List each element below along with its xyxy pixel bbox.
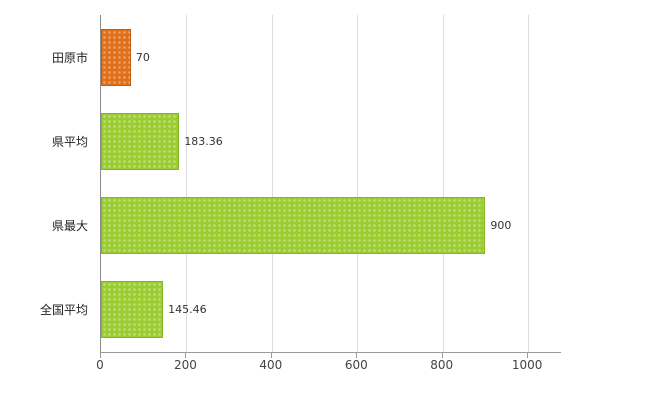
value-label: 70 — [135, 50, 150, 64]
value-label: 183.36 — [184, 134, 223, 148]
axis-tick — [441, 353, 443, 358]
bar — [101, 112, 180, 170]
bar — [101, 197, 486, 255]
gridline — [186, 15, 188, 352]
category-label: 県最大 — [51, 219, 88, 234]
category-label: 田原市 — [51, 50, 88, 65]
category-label: 全国平均 — [39, 303, 88, 318]
value-label: 145.46 — [168, 303, 207, 317]
gridline — [357, 15, 359, 352]
x-axis-labels: 0 200 400 600 800 1000 — [96, 358, 570, 376]
x-tick-label: 600 — [344, 358, 368, 372]
x-tick-label: 200 — [173, 358, 197, 372]
x-tick-label: 800 — [430, 358, 454, 372]
axis-tick — [527, 353, 529, 358]
x-tick-label: 400 — [259, 358, 283, 372]
value-label: 900 — [490, 219, 512, 233]
bar — [101, 281, 164, 339]
axis-tick — [270, 353, 272, 358]
gridline — [442, 15, 444, 352]
gridline — [528, 15, 530, 352]
bar — [101, 28, 131, 86]
axis-tick — [100, 353, 101, 358]
axis-tick — [356, 353, 358, 358]
axis-tick — [185, 353, 187, 358]
category-label: 県平均 — [51, 134, 88, 149]
x-tick-label: 0 — [96, 358, 104, 372]
y-axis-labels: 田原市県平均県最大全国平均 — [0, 15, 94, 352]
x-tick-label: 1000 — [511, 358, 543, 372]
plot-area: 70 183.36 900 145.46 — [100, 15, 561, 353]
gridline — [271, 15, 273, 352]
